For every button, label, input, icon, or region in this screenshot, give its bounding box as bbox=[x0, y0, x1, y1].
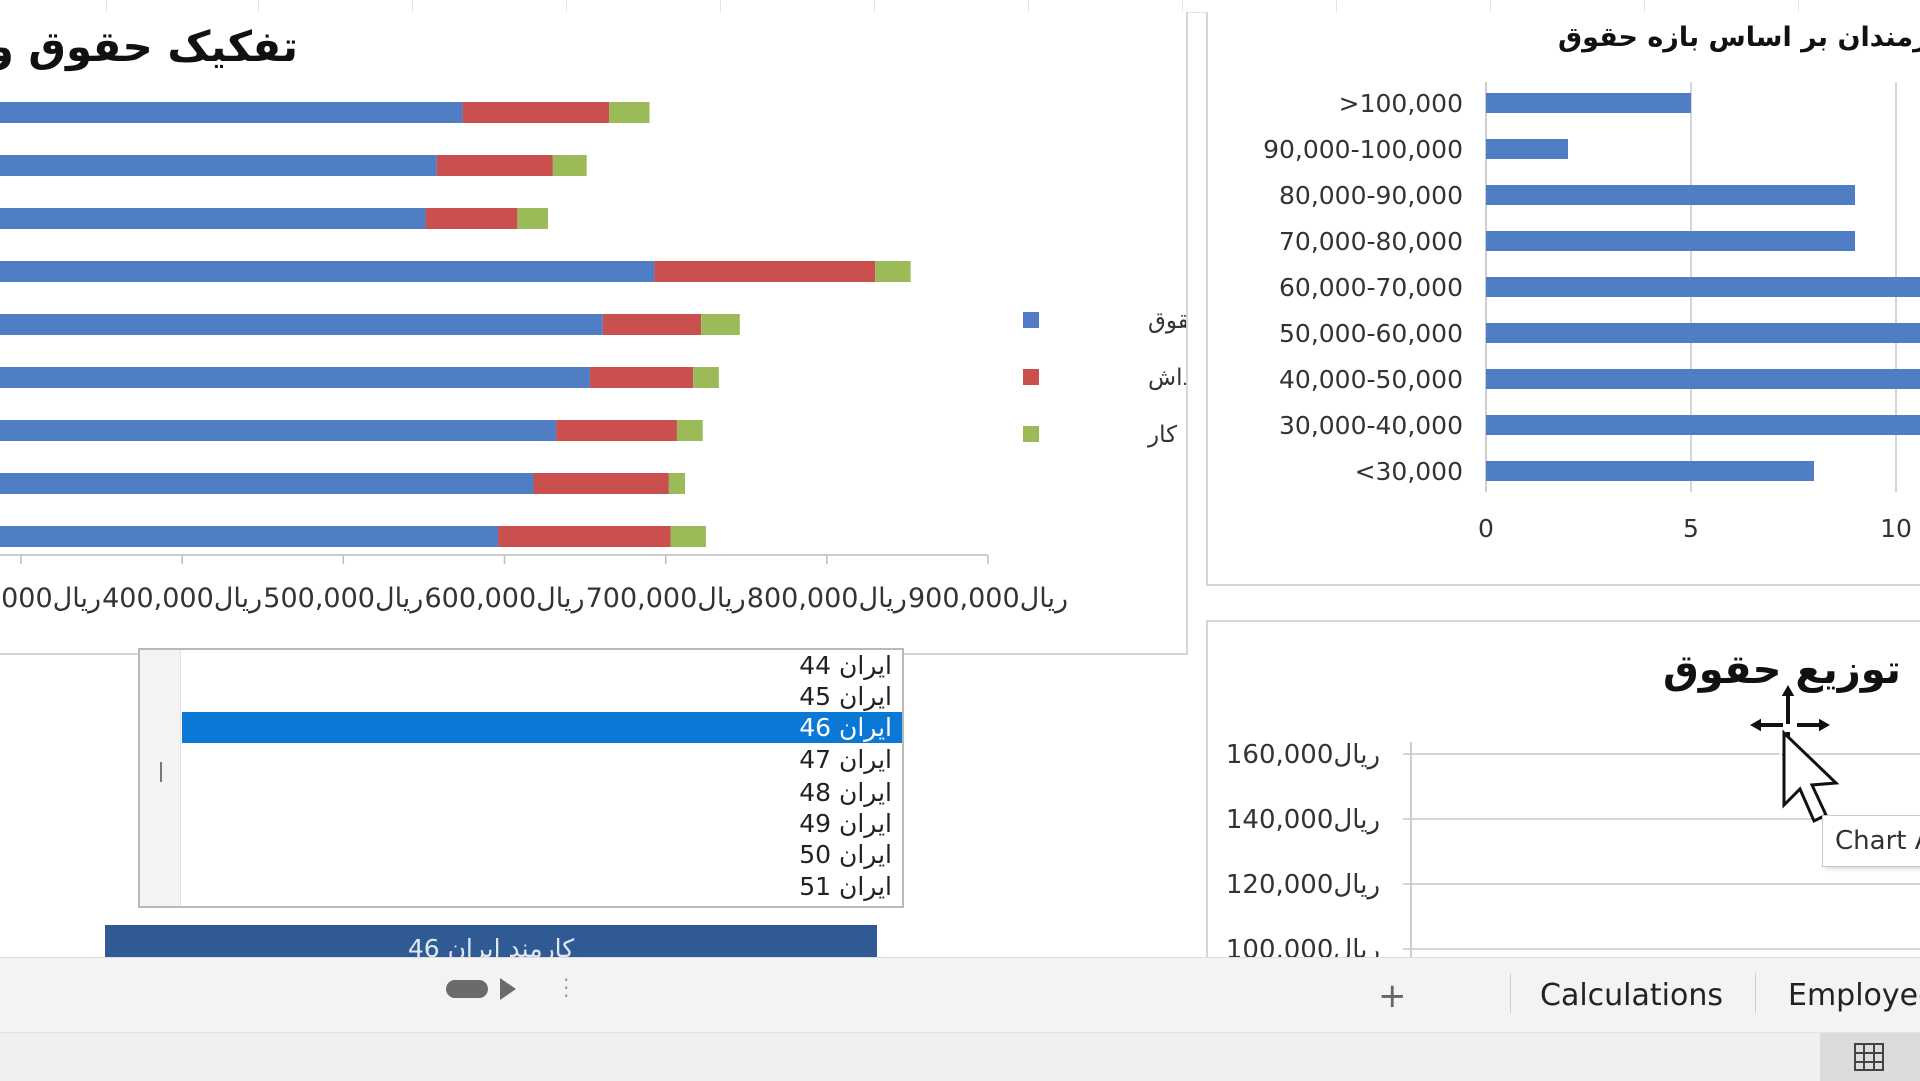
y-tick-label: ریال140,000 bbox=[1226, 805, 1380, 835]
bar-segment bbox=[602, 314, 702, 335]
list-item[interactable]: ایران 47 bbox=[799, 745, 892, 774]
list-item[interactable]: ایران 51 bbox=[799, 872, 892, 901]
category-label: 90,000-100,000 bbox=[1263, 135, 1463, 164]
x-tick-label: ریال700,000 bbox=[586, 583, 746, 614]
bar-segment bbox=[556, 420, 677, 441]
bar-segment bbox=[533, 473, 669, 494]
chart-title: تفکیک حقوق و bbox=[0, 22, 298, 71]
normal-view-button[interactable] bbox=[1820, 1033, 1920, 1081]
category-label: 40,000-50,000 bbox=[1279, 365, 1463, 394]
x-tick-label: 10 bbox=[1880, 514, 1912, 543]
worksheet[interactable]: تفکیک حقوق و ریال300,000ریال400,000ریال5… bbox=[0, 0, 1920, 957]
grid-view-icon bbox=[1854, 1043, 1884, 1071]
sheet-tab-bar: ··· + Calculations Employee bbox=[0, 957, 1920, 1033]
bar-segment bbox=[0, 420, 557, 441]
legend-label: اضافه کار bbox=[1147, 422, 1186, 448]
bar-segment bbox=[693, 367, 719, 388]
legend-swatch bbox=[1023, 312, 1039, 328]
salary-distribution-chart[interactable]: توزیع حقوق ریال160,000 ریال140,000 ریال120… bbox=[1206, 620, 1920, 957]
next-sheet-arrow-icon[interactable] bbox=[500, 978, 516, 1000]
employee-slicer-list[interactable]: ایران 44 ایران 45 ایران 46 ایران 47 ایران 48… bbox=[138, 648, 904, 908]
bar-segment bbox=[875, 261, 911, 282]
bar-segment bbox=[462, 102, 610, 123]
tab-calculations[interactable]: Calculations bbox=[1540, 978, 1723, 1013]
category-label: >100,000 bbox=[1339, 89, 1463, 118]
category-label: 60,000-70,000 bbox=[1279, 273, 1463, 302]
bar bbox=[1486, 369, 1920, 389]
salary-distribution-plot: ریال160,000 ریال140,000 ریال120,000 ریال100… bbox=[1226, 740, 1920, 957]
tab-employee[interactable]: Employee bbox=[1788, 978, 1920, 1013]
bar-segment bbox=[498, 526, 671, 547]
x-tick-label: ریال800,000 bbox=[747, 583, 907, 614]
bar-segment bbox=[0, 526, 499, 547]
list-item[interactable]: ایران 48 bbox=[799, 778, 892, 807]
salary-breakdown-chart[interactable]: تفکیک حقوق و ریال300,000ریال400,000ریال5… bbox=[0, 12, 1188, 655]
y-tick-label: ریال160,000 bbox=[1226, 740, 1380, 770]
salary-range-chart[interactable]: ارمندان بر اساس بازه حقوق 0 5 10 >100,000 90… bbox=[1206, 12, 1920, 586]
category-label: 30,000-40,000 bbox=[1279, 411, 1463, 440]
bar-segment bbox=[552, 155, 587, 176]
x-tick-label: ریال300,000 bbox=[0, 583, 101, 614]
y-tick-label: ریال100,000 bbox=[1226, 935, 1380, 957]
x-tick-label: ریال500,000 bbox=[263, 583, 423, 614]
bar-segment bbox=[425, 208, 518, 229]
bar bbox=[1486, 185, 1855, 205]
chart-area-tooltip: Chart A bbox=[1822, 815, 1920, 867]
bar-segment bbox=[0, 155, 437, 176]
x-tick-label: 0 bbox=[1478, 514, 1494, 543]
bar-segment bbox=[670, 526, 706, 547]
chart-title: توزیع حقوق bbox=[1663, 647, 1901, 693]
bar-segment bbox=[654, 261, 876, 282]
tab-scroll-handle[interactable] bbox=[446, 980, 488, 998]
more-options-icon[interactable]: · · · bbox=[563, 968, 570, 1008]
bar-segment bbox=[436, 155, 553, 176]
list-item[interactable]: ایران 50 bbox=[799, 840, 892, 869]
chart-title: ارمندان بر اساس بازه حقوق bbox=[1558, 22, 1920, 53]
bar-segment bbox=[0, 261, 655, 282]
salary-breakdown-plot: ریال300,000ریال400,000ریال500,000ریال600… bbox=[0, 102, 1186, 614]
bar bbox=[1486, 231, 1855, 251]
legend-swatch bbox=[1023, 426, 1039, 442]
bar-segment bbox=[0, 208, 426, 229]
bar-segment bbox=[0, 102, 463, 123]
x-tick-label: ریال400,000 bbox=[102, 583, 262, 614]
legend-swatch bbox=[1023, 369, 1039, 385]
x-tick-label: 5 bbox=[1683, 514, 1699, 543]
category-label: 80,000-90,000 bbox=[1279, 181, 1463, 210]
bar-segment bbox=[0, 473, 534, 494]
list-item[interactable]: ایران 45 bbox=[799, 682, 892, 711]
bar-segment bbox=[589, 367, 694, 388]
legend-label: پاداش bbox=[1148, 365, 1186, 391]
bar-segment bbox=[609, 102, 650, 123]
bar-segment bbox=[676, 420, 703, 441]
category-label: <30,000 bbox=[1355, 457, 1463, 486]
list-item[interactable]: ایران 44 bbox=[799, 651, 892, 680]
x-tick-label: ریال900,000 bbox=[908, 583, 1068, 614]
bar-segment bbox=[668, 473, 686, 494]
legend-label: حقوق bbox=[1148, 308, 1186, 334]
bar bbox=[1486, 277, 1920, 297]
add-sheet-button[interactable]: + bbox=[1378, 976, 1407, 1016]
selected-employee-button[interactable]: کارمند ایران 46 bbox=[105, 925, 877, 957]
bar bbox=[1486, 139, 1568, 159]
bar bbox=[1486, 461, 1814, 481]
bar bbox=[1486, 415, 1920, 435]
x-tick-label: ریال600,000 bbox=[424, 583, 584, 614]
bar-segment bbox=[517, 208, 549, 229]
list-item[interactable]: ایران 46 bbox=[182, 712, 902, 743]
category-label: 70,000-80,000 bbox=[1279, 227, 1463, 256]
salary-range-plot: 0 5 10 >100,000 90,000-100,000 80,000-90,000 7… bbox=[1263, 82, 1920, 543]
bar-segment bbox=[0, 367, 590, 388]
list-scrollbar[interactable] bbox=[140, 650, 181, 906]
status-bar bbox=[0, 1032, 1920, 1081]
bar-segment bbox=[0, 314, 603, 335]
list-item[interactable]: ایران 49 bbox=[799, 809, 892, 838]
bar bbox=[1486, 93, 1691, 113]
bar-segment bbox=[701, 314, 740, 335]
y-tick-label: ریال120,000 bbox=[1226, 870, 1380, 900]
bar bbox=[1486, 323, 1920, 343]
category-label: 50,000-60,000 bbox=[1279, 319, 1463, 348]
